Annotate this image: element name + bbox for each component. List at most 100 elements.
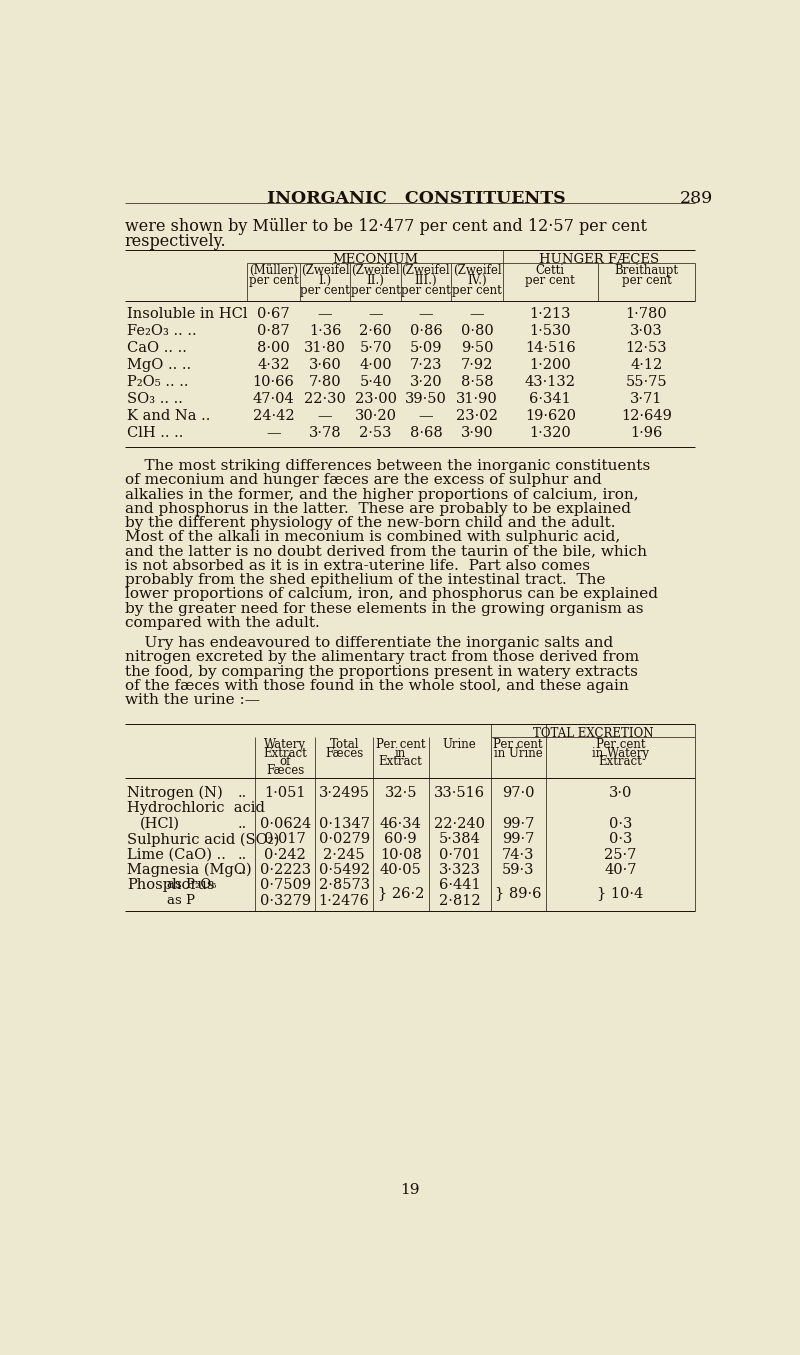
Text: 0·67: 0·67	[258, 308, 290, 321]
Text: 2·60: 2·60	[359, 324, 392, 339]
Text: 0·87: 0·87	[258, 324, 290, 339]
Text: Per cent: Per cent	[494, 738, 543, 751]
Text: } 26·2: } 26·2	[378, 886, 424, 900]
Text: as P₂O₅: as P₂O₅	[167, 878, 217, 892]
Text: 3·2495: 3·2495	[318, 786, 370, 799]
Text: Fæces: Fæces	[266, 764, 304, 776]
Text: 3·78: 3·78	[309, 425, 342, 440]
Text: 99·7: 99·7	[502, 832, 534, 846]
Text: K and Na ..: K and Na ..	[127, 409, 210, 423]
Text: 1·213: 1·213	[530, 308, 571, 321]
Text: 3·71: 3·71	[630, 392, 662, 406]
Text: the food, by comparing the proportions present in watery extracts: the food, by comparing the proportions p…	[125, 665, 638, 679]
Text: Total: Total	[330, 738, 359, 751]
Text: HUNGER FÆCES: HUNGER FÆCES	[539, 252, 659, 266]
Text: 8·68: 8·68	[410, 425, 442, 440]
Text: per cent: per cent	[249, 274, 298, 287]
Text: 0·3279: 0·3279	[260, 894, 310, 908]
Text: in: in	[395, 747, 406, 760]
Text: 1·051: 1·051	[265, 786, 306, 799]
Text: 24·42: 24·42	[253, 409, 294, 423]
Text: 47·04: 47·04	[253, 392, 294, 406]
Text: 289: 289	[680, 190, 713, 206]
Text: 19·620: 19·620	[525, 409, 576, 423]
Text: 0·1347: 0·1347	[318, 817, 370, 831]
Text: —: —	[318, 409, 333, 423]
Text: 14·516: 14·516	[525, 341, 576, 355]
Text: Phosphorus: Phosphorus	[127, 878, 214, 893]
Text: with the urine :—: with the urine :—	[125, 694, 260, 707]
Text: 1·780: 1·780	[626, 308, 667, 321]
Text: Cetti: Cetti	[536, 264, 565, 278]
Text: 0·7509: 0·7509	[260, 878, 310, 893]
Text: —: —	[318, 308, 333, 321]
Text: ..: ..	[238, 817, 247, 831]
Text: 4·32: 4·32	[258, 358, 290, 373]
Text: 31·90: 31·90	[456, 392, 498, 406]
Text: 0·0279: 0·0279	[318, 832, 370, 846]
Text: INORGANIC   CONSTITUENTS: INORGANIC CONSTITUENTS	[266, 190, 566, 206]
Text: 3·90: 3·90	[461, 425, 494, 440]
Text: Ury has endeavoured to differentiate the inorganic salts and: Ury has endeavoured to differentiate the…	[125, 635, 613, 650]
Text: 60·9: 60·9	[384, 832, 417, 846]
Text: Hydrochloric  acid: Hydrochloric acid	[127, 801, 265, 816]
Text: 23·02: 23·02	[456, 409, 498, 423]
Text: (Zweifel: (Zweifel	[453, 264, 502, 278]
Text: respectively.: respectively.	[125, 233, 226, 251]
Text: Watery: Watery	[264, 738, 306, 751]
Text: 0·017: 0·017	[264, 832, 306, 846]
Text: Per cent: Per cent	[596, 738, 645, 751]
Text: and the latter is no doubt derived from the taurin of the bile, which: and the latter is no doubt derived from …	[125, 545, 646, 558]
Text: —: —	[266, 425, 281, 440]
Text: per cent: per cent	[452, 285, 502, 297]
Text: 0·86: 0·86	[410, 324, 442, 339]
Text: 7·80: 7·80	[309, 375, 342, 389]
Text: 9·50: 9·50	[461, 341, 494, 355]
Text: 0·3: 0·3	[609, 817, 632, 831]
Text: lower proportions of calcium, iron, and phosphorus can be explained: lower proportions of calcium, iron, and …	[125, 587, 658, 602]
Text: (Zweifel: (Zweifel	[301, 264, 350, 278]
Text: 1·200: 1·200	[530, 358, 571, 373]
Text: TOTAL EXCRETION: TOTAL EXCRETION	[533, 728, 653, 740]
Text: 0·5492: 0·5492	[318, 863, 370, 877]
Text: SO₃ .. ..: SO₃ .. ..	[127, 392, 183, 406]
Text: 7·23: 7·23	[410, 358, 442, 373]
Text: II.): II.)	[366, 274, 385, 287]
Text: III.): III.)	[414, 274, 437, 287]
Text: 3·03: 3·03	[630, 324, 662, 339]
Text: and phosphorus in the latter.  These are probably to be explained: and phosphorus in the latter. These are …	[125, 501, 630, 516]
Text: } 10·4: } 10·4	[598, 886, 643, 900]
Text: nitrogen excreted by the alimentary tract from those derived from: nitrogen excreted by the alimentary trac…	[125, 650, 639, 664]
Text: 1·36: 1·36	[309, 324, 342, 339]
Text: —: —	[470, 308, 484, 321]
Text: Per cent: Per cent	[376, 738, 426, 751]
Text: Magnesia (MgO): Magnesia (MgO)	[127, 863, 252, 877]
Text: (Zweifel: (Zweifel	[402, 264, 450, 278]
Text: 40·7: 40·7	[604, 863, 637, 877]
Text: 3·60: 3·60	[309, 358, 342, 373]
Text: Fæces: Fæces	[325, 747, 363, 760]
Text: 99·7: 99·7	[502, 817, 534, 831]
Text: 5·384: 5·384	[438, 832, 481, 846]
Text: 2·812: 2·812	[438, 894, 481, 908]
Text: 46·34: 46·34	[380, 817, 422, 831]
Text: 1·320: 1·320	[530, 425, 571, 440]
Text: 6·441: 6·441	[438, 878, 481, 893]
Text: compared with the adult.: compared with the adult.	[125, 615, 319, 630]
Text: 40·05: 40·05	[380, 863, 422, 877]
Text: in Watery: in Watery	[592, 747, 649, 760]
Text: ClH .. ..: ClH .. ..	[127, 425, 183, 440]
Text: 55·75: 55·75	[626, 375, 667, 389]
Text: MgO .. ..: MgO .. ..	[127, 358, 191, 373]
Text: 4·12: 4·12	[630, 358, 662, 373]
Text: of meconium and hunger fæces are the excess of sulphur and: of meconium and hunger fæces are the exc…	[125, 473, 602, 488]
Text: ..: ..	[238, 863, 247, 877]
Text: probably from the shed epithelium of the intestinal tract.  The: probably from the shed epithelium of the…	[125, 573, 606, 587]
Text: Extract: Extract	[598, 755, 642, 768]
Text: 33·516: 33·516	[434, 786, 485, 799]
Text: CaO .. ..: CaO .. ..	[127, 341, 187, 355]
Text: 32·5: 32·5	[385, 786, 417, 799]
Text: 0·242: 0·242	[264, 847, 306, 862]
Text: in Urine: in Urine	[494, 747, 542, 760]
Text: 12·649: 12·649	[621, 409, 672, 423]
